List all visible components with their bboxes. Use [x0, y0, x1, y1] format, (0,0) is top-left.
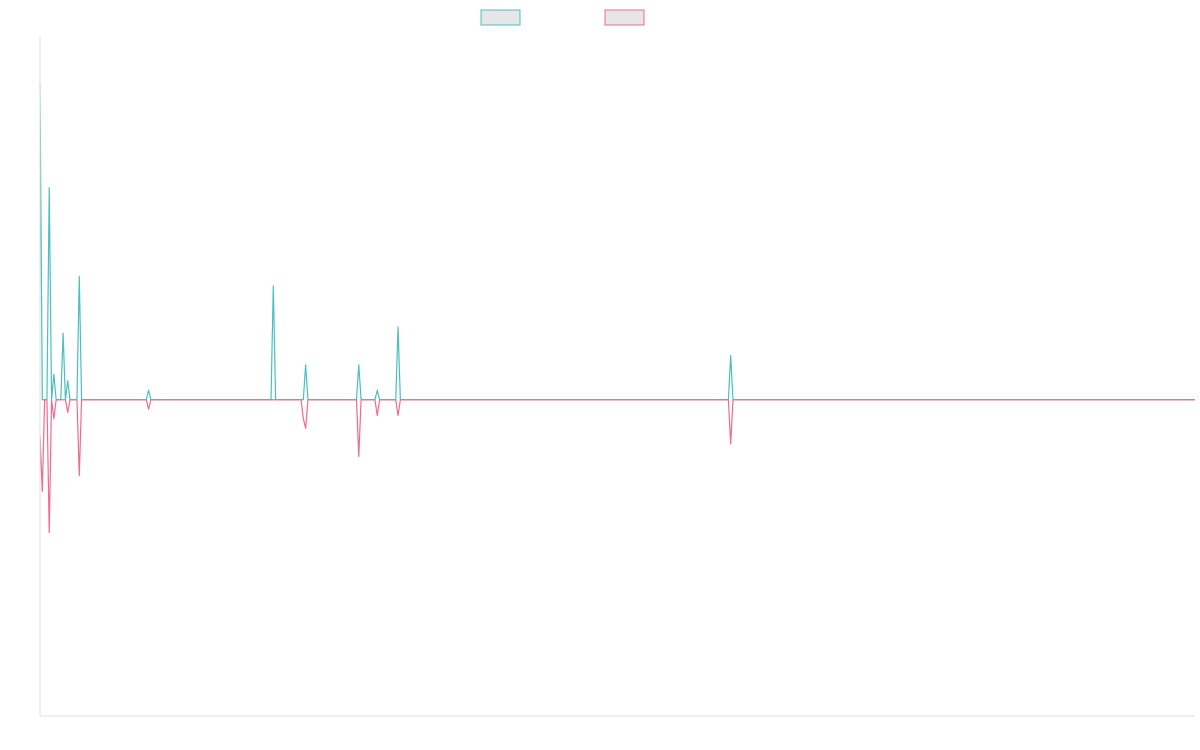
legend-swatch-series-1[interactable]	[480, 9, 521, 26]
series-2-line	[39, 399, 1195, 534]
legend	[480, 9, 645, 26]
legend-swatch-series-2[interactable]	[604, 9, 645, 26]
series-1-line	[39, 83, 1195, 401]
plot-area	[39, 83, 1195, 534]
